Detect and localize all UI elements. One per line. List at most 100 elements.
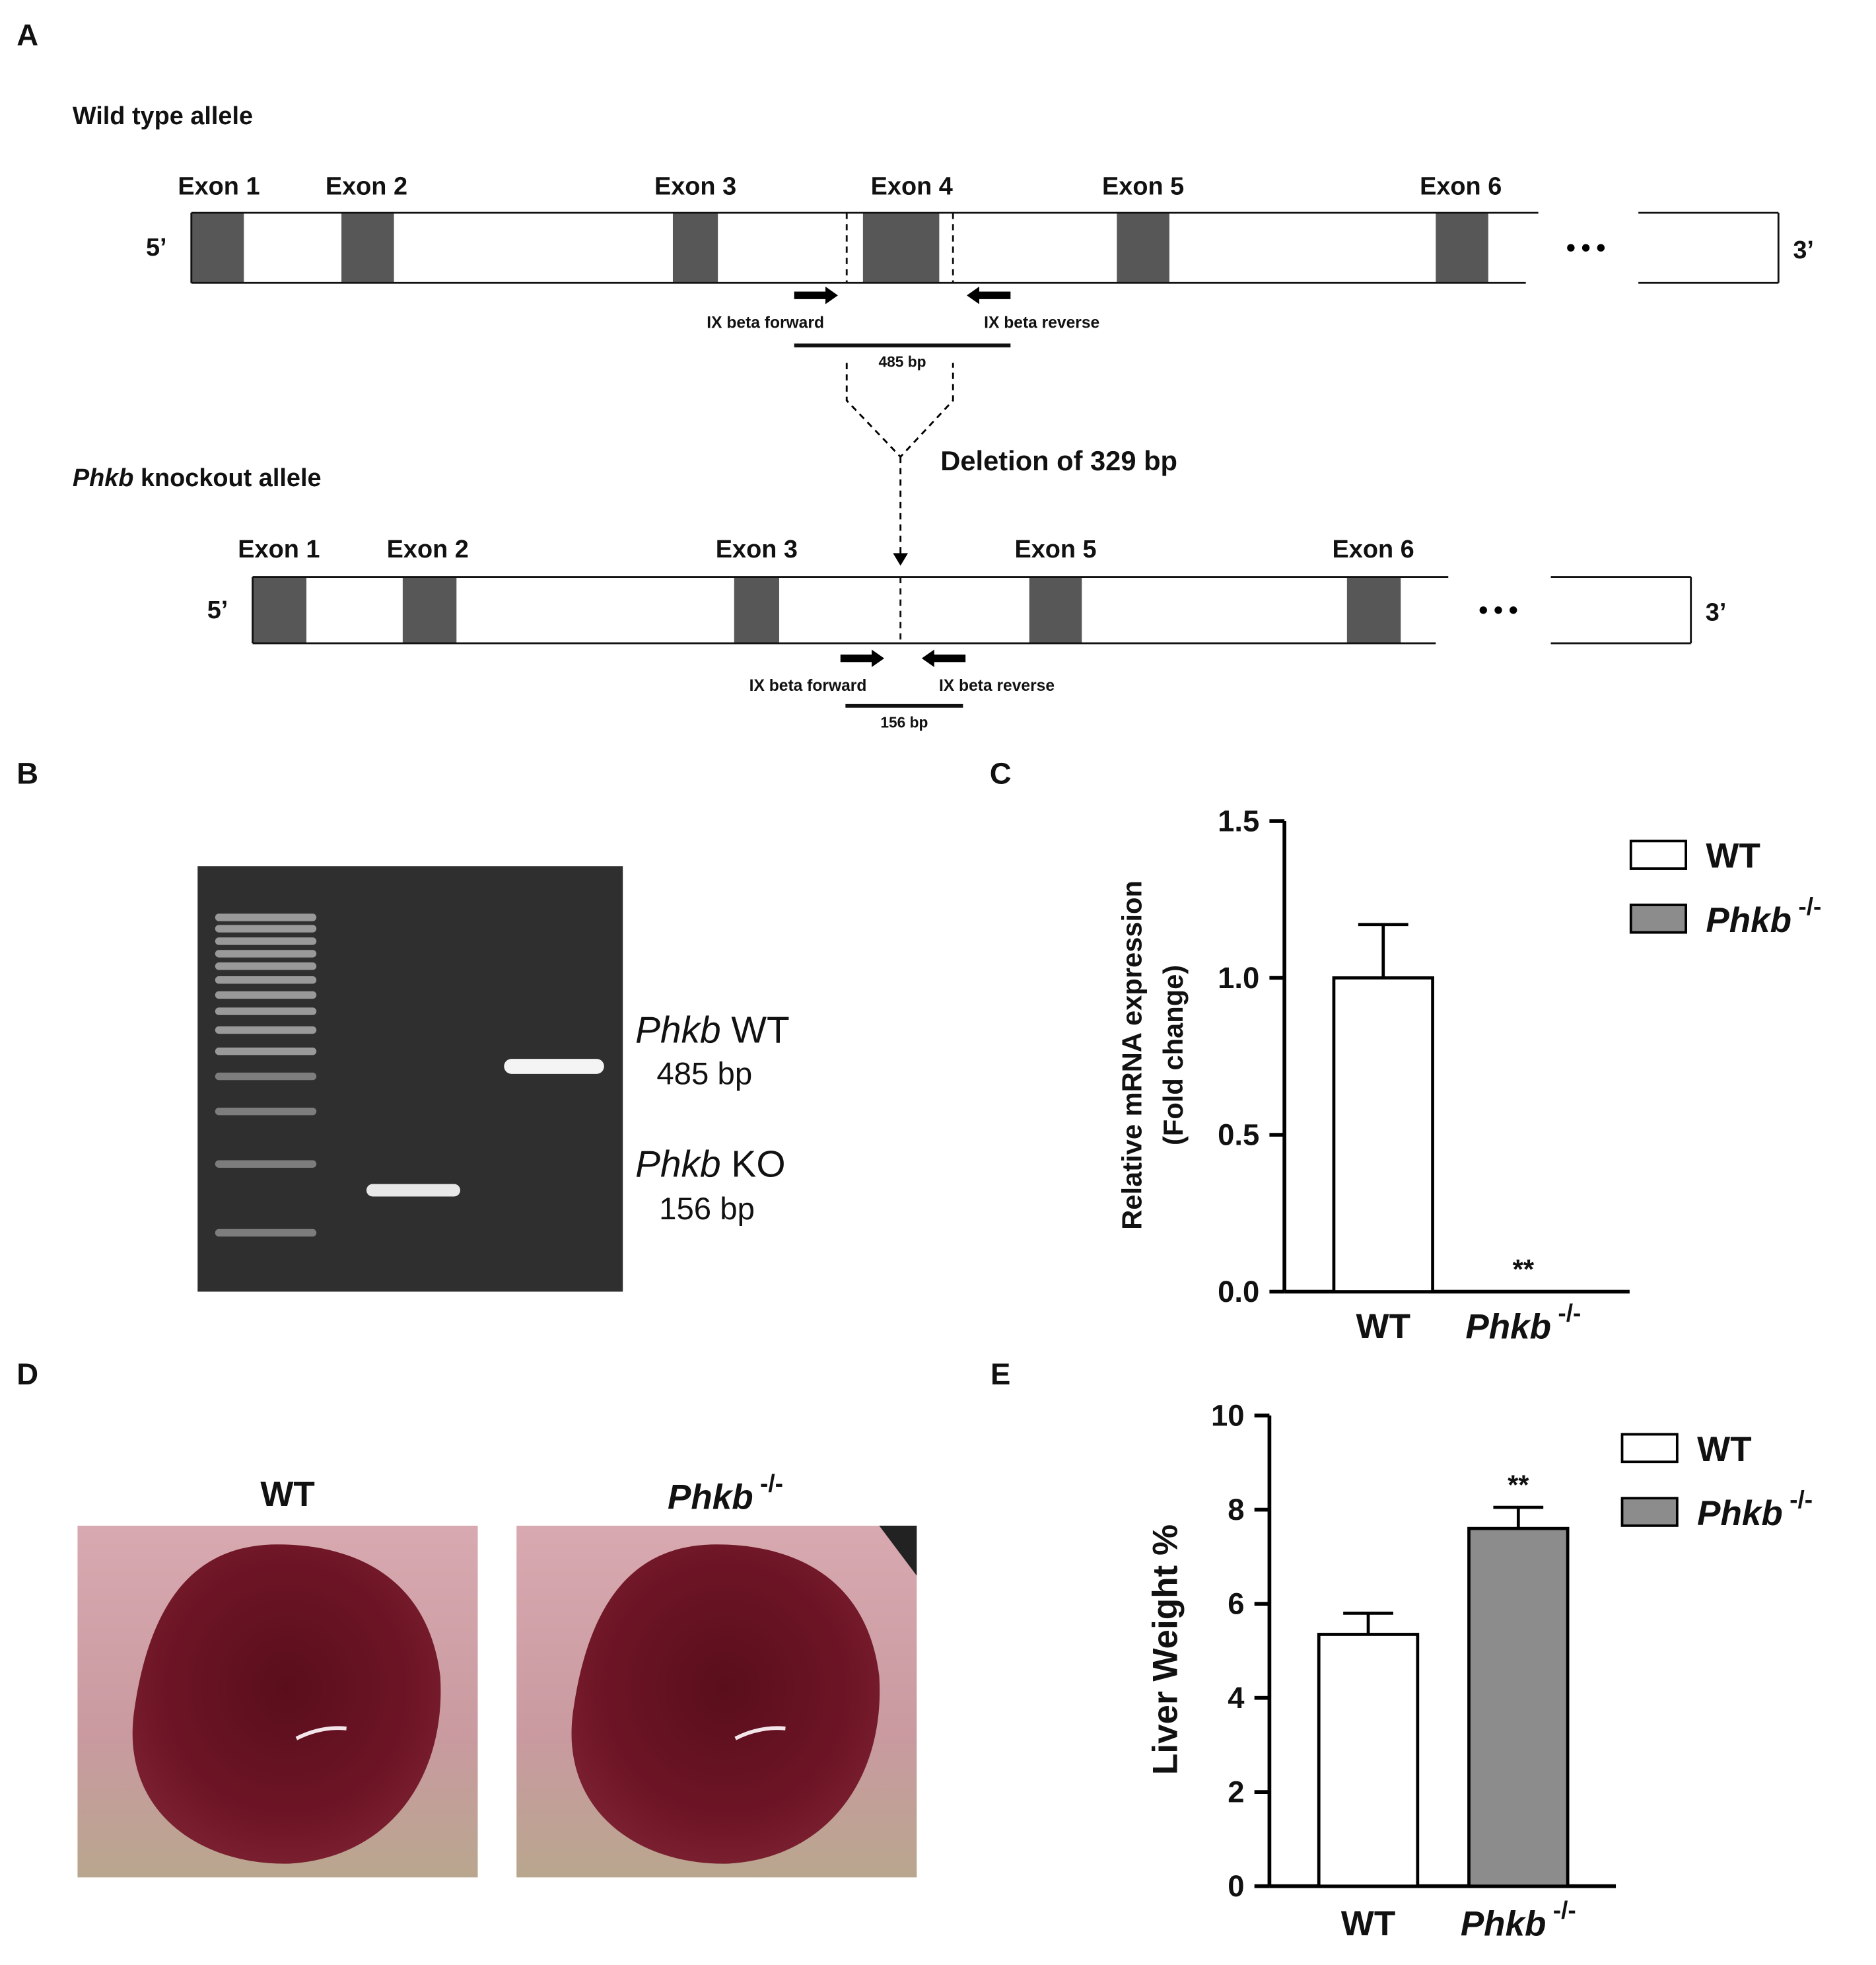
primer-label: IX beta reverse bbox=[984, 314, 1099, 332]
y-axis-label: Relative mRNA expression bbox=[1117, 880, 1148, 1230]
ellipsis-dot bbox=[1494, 606, 1502, 614]
primer-arrow bbox=[967, 286, 1011, 304]
y-tick-label: 0.0 bbox=[1218, 1275, 1259, 1308]
ladder-band bbox=[215, 1048, 317, 1055]
legend-swatch bbox=[1620, 1433, 1679, 1464]
exon-label: Exon 3 bbox=[654, 172, 736, 200]
gel-size: 156 bp bbox=[659, 1192, 755, 1227]
ladder-band bbox=[215, 1007, 317, 1015]
significance: ** bbox=[1513, 1254, 1535, 1285]
product-size: 485 bp bbox=[879, 353, 926, 371]
legend-swatch bbox=[1629, 840, 1688, 870]
exon-label: Exon 3 bbox=[716, 536, 798, 563]
x-tick-label: Phkb -/- bbox=[1465, 1299, 1581, 1347]
exon bbox=[191, 213, 244, 283]
legend-swatch bbox=[1629, 904, 1688, 934]
y-tick-label: 8 bbox=[1228, 1493, 1244, 1526]
ladder-band bbox=[215, 991, 317, 999]
highlight bbox=[734, 1726, 786, 1740]
deletion-arrowhead bbox=[893, 553, 909, 566]
gel-band bbox=[504, 1059, 604, 1074]
y-tick-label: 0.5 bbox=[1218, 1118, 1259, 1152]
exon bbox=[672, 213, 718, 283]
exon bbox=[252, 577, 307, 643]
x-tick-label: WT bbox=[1341, 1904, 1395, 1943]
panel-label: C bbox=[990, 757, 1012, 791]
ladder-band bbox=[215, 976, 317, 984]
panel-label: A bbox=[17, 18, 38, 52]
ladder-band bbox=[215, 913, 317, 921]
ladder-band bbox=[215, 1160, 317, 1168]
x-tick-label: WT bbox=[1356, 1307, 1410, 1346]
photo-label: WT bbox=[260, 1475, 314, 1514]
deletion-label: Deletion of 329 bp bbox=[940, 445, 1177, 476]
primer-arrow bbox=[794, 286, 838, 304]
exon bbox=[402, 577, 457, 643]
exon-label: Exon 1 bbox=[178, 172, 260, 200]
exon-label: Exon 2 bbox=[387, 536, 469, 563]
deletion-connector bbox=[845, 363, 954, 554]
primer-label: IX beta reverse bbox=[939, 677, 1055, 695]
photo-label: Phkb -/- bbox=[668, 1469, 783, 1517]
ellipsis-dot bbox=[1510, 606, 1517, 614]
liver bbox=[132, 1544, 441, 1864]
product-size: 156 bp bbox=[880, 713, 928, 731]
error-bar bbox=[1343, 1612, 1393, 1635]
y-tick-label: 10 bbox=[1211, 1399, 1245, 1433]
arrow-head bbox=[967, 286, 980, 304]
bar bbox=[1317, 1633, 1420, 1888]
three-prime: 3’ bbox=[1793, 236, 1814, 264]
error-bar bbox=[1493, 1505, 1544, 1529]
panel-label: E bbox=[990, 1357, 1010, 1391]
five-prime: 5’ bbox=[146, 234, 167, 262]
liver-photo bbox=[516, 1525, 917, 1878]
ladder-band bbox=[215, 1026, 317, 1034]
exon-label: Exon 4 bbox=[871, 172, 953, 200]
gel-label: Phkb KO bbox=[635, 1143, 785, 1185]
exon bbox=[862, 213, 940, 283]
exon-label: Exon 5 bbox=[1102, 172, 1184, 200]
liver-photo bbox=[77, 1525, 478, 1878]
ladder-band bbox=[215, 962, 317, 970]
legend-label: Phkb -/- bbox=[1697, 1485, 1813, 1533]
primer-label: IX beta forward bbox=[707, 314, 824, 332]
ladder-band bbox=[215, 950, 317, 958]
exon-label: Exon 6 bbox=[1333, 536, 1414, 563]
primer-arrow bbox=[921, 649, 966, 667]
error-bar bbox=[1358, 923, 1408, 978]
gel-band bbox=[366, 1184, 460, 1197]
exon bbox=[734, 577, 779, 643]
allele-title: Wild type allele bbox=[73, 102, 253, 130]
ladder-band bbox=[215, 1229, 317, 1237]
y-tick-label: 2 bbox=[1228, 1775, 1244, 1809]
y-axis-label: (Fold change) bbox=[1158, 965, 1189, 1145]
panel-label: D bbox=[17, 1357, 38, 1391]
exon bbox=[1436, 213, 1488, 283]
y-tick-label: 0 bbox=[1228, 1869, 1244, 1903]
exon-label: Exon 6 bbox=[1420, 172, 1502, 200]
legend-label: WT bbox=[1697, 1430, 1751, 1469]
ladder-band bbox=[215, 1107, 317, 1116]
exon bbox=[1029, 577, 1082, 643]
x-tick-label: Phkb -/- bbox=[1461, 1896, 1576, 1943]
y-tick-label: 1.5 bbox=[1218, 804, 1259, 838]
legend-swatch bbox=[1620, 1497, 1679, 1527]
bar bbox=[1332, 976, 1434, 1293]
ellipsis-dot bbox=[1479, 606, 1487, 614]
ellipsis-dot bbox=[1581, 244, 1590, 252]
gel-label: Phkb WT bbox=[635, 1009, 790, 1051]
highlight bbox=[295, 1726, 347, 1740]
ellipsis-dot bbox=[1597, 244, 1605, 252]
five-prime: 5’ bbox=[207, 596, 228, 624]
ladder-band bbox=[215, 1072, 317, 1081]
arrow-head bbox=[825, 286, 838, 304]
exon-label: Exon 5 bbox=[1014, 536, 1096, 563]
allele-title: Phkb knockout allele bbox=[73, 464, 322, 492]
gel-size: 485 bp bbox=[656, 1056, 752, 1091]
panel-label: B bbox=[17, 757, 38, 791]
exon-label: Exon 2 bbox=[326, 172, 407, 200]
primer-label: IX beta forward bbox=[749, 677, 867, 695]
primer-arrow bbox=[840, 649, 885, 667]
exon-label: Exon 1 bbox=[238, 536, 320, 563]
